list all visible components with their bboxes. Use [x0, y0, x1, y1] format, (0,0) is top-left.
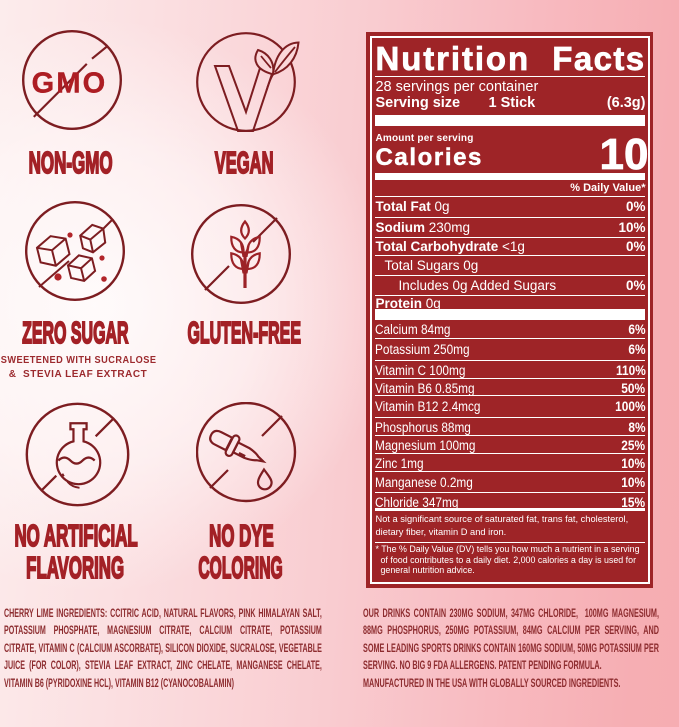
svg-text:GMO: GMO: [32, 68, 108, 100]
